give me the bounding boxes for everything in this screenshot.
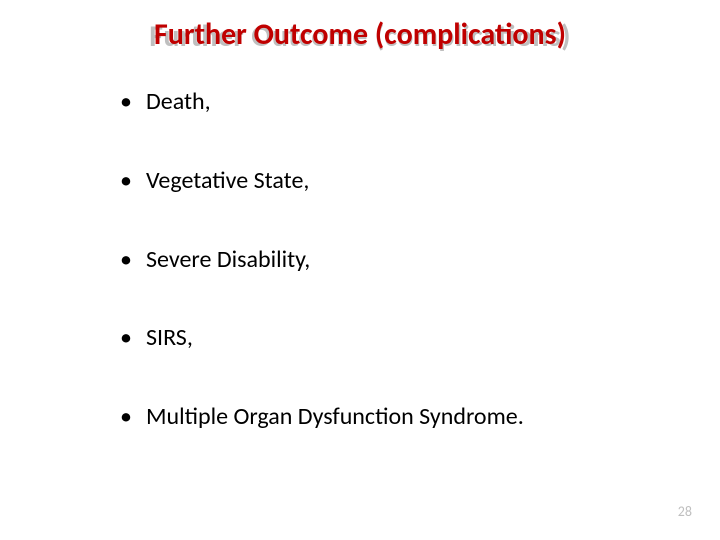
slide-title-wrap: Further Outcome (complications) Further … <box>0 18 720 51</box>
bullet-list: Death, Vegetative State, Severe Disabili… <box>120 88 660 482</box>
slide: Further Outcome (complications) Further … <box>0 0 720 540</box>
list-item: Death, <box>120 88 660 117</box>
page-number: 28 <box>678 503 692 520</box>
slide-title: Further Outcome (complications) <box>0 18 720 51</box>
list-item: Vegetative State, <box>120 167 660 196</box>
list-item: SIRS, <box>120 324 660 353</box>
list-item: Severe Disability, <box>120 246 660 275</box>
list-item: Multiple Organ Dysfunction Syndrome. <box>120 403 660 432</box>
